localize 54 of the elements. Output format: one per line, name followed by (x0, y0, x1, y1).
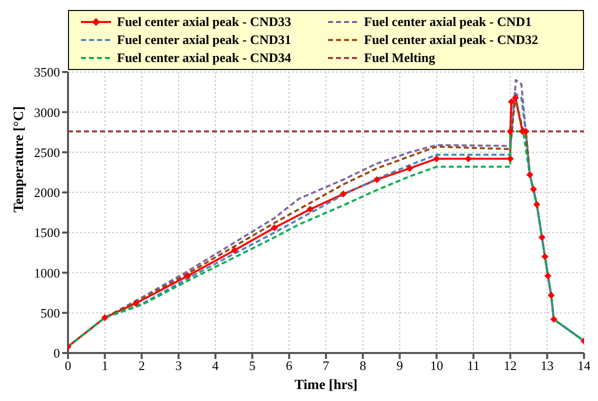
x-tick-label: 4 (212, 358, 220, 374)
point (506, 155, 514, 162)
y-tick-label: 2000 (34, 185, 60, 200)
point (512, 94, 519, 102)
point (270, 224, 278, 232)
point (132, 300, 140, 307)
legend-label: Fuel center axial peak - CND1 (364, 14, 532, 30)
point (533, 200, 540, 208)
y-tick-label: 2500 (34, 144, 60, 160)
x-tick-label: 11 (467, 358, 480, 374)
point (506, 128, 514, 135)
y-tick-label: 3000 (34, 104, 60, 120)
legend-label: Fuel center axial peak - CND33 (117, 14, 292, 30)
x-tick-label: 9 (396, 358, 403, 374)
y-tick-label: 0 (54, 346, 60, 361)
point (550, 316, 558, 323)
point (433, 155, 440, 162)
x-tick-label: 1 (102, 358, 108, 374)
point (373, 176, 380, 184)
y-tick-label: 3500 (34, 64, 60, 80)
point (306, 206, 314, 213)
point (544, 272, 552, 280)
x-axis-title: Time [hrs] (294, 378, 358, 393)
y-axis-title: Temperature [°C] (12, 106, 27, 212)
point (340, 190, 347, 198)
point (526, 171, 534, 178)
x-tick-label: 6 (286, 358, 293, 374)
legend-label: Fuel Melting (364, 50, 436, 66)
y-tick-label: 500 (40, 305, 60, 320)
x-tick-label: 3 (175, 358, 182, 374)
point (530, 186, 538, 193)
x-tick-label: 14 (578, 358, 591, 374)
point (184, 272, 192, 280)
point (406, 164, 414, 172)
point (464, 155, 472, 162)
x-tick-label: 0 (64, 358, 72, 374)
x-tick-label: 12 (504, 358, 517, 374)
point (541, 253, 548, 260)
point (548, 292, 555, 299)
x-tick-label: 5 (249, 358, 256, 374)
x-tick-label: 10 (430, 358, 444, 374)
point (538, 234, 546, 241)
point (508, 98, 515, 106)
y-tick-label: 1500 (34, 225, 60, 240)
x-tick-label: 8 (360, 358, 366, 374)
legend-label: Fuel center axial peak - CND34 (117, 50, 292, 66)
x-tick-label: 7 (322, 358, 330, 374)
x-tick-label: 13 (540, 358, 554, 374)
point (231, 246, 238, 254)
x-tick-label: 2 (138, 358, 145, 374)
legend-label: Fuel center axial peak - CND32 (364, 32, 538, 48)
legend-label: Fuel center axial peak - CND31 (117, 32, 292, 48)
y-tick-label: 1000 (34, 265, 60, 280)
point (101, 314, 108, 322)
